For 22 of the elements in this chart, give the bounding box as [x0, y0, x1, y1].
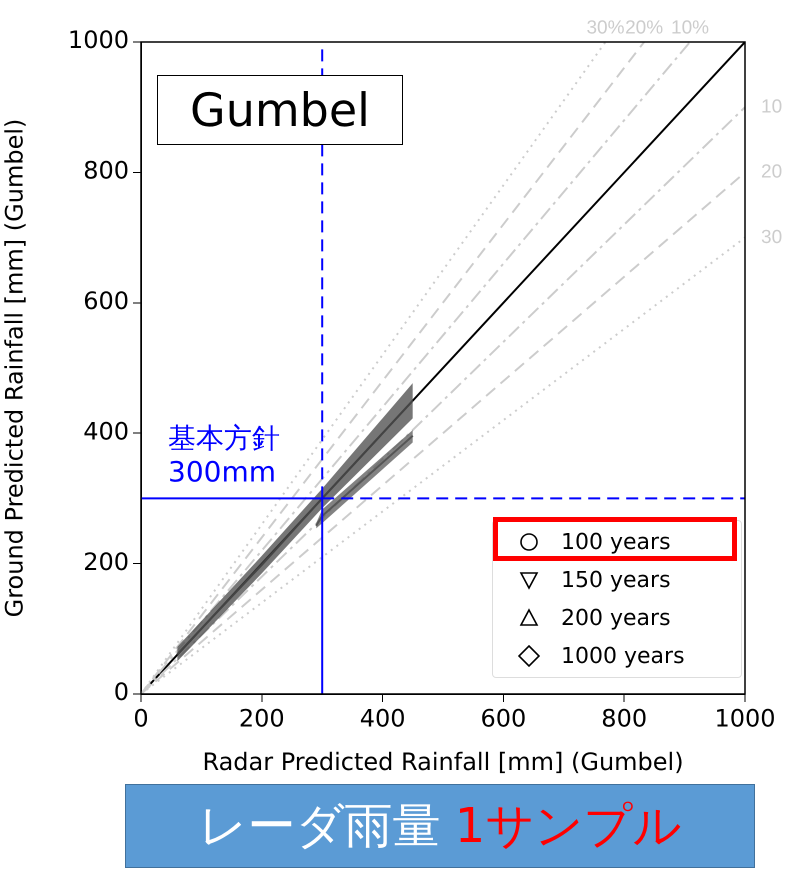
y-tick-label: 400	[83, 417, 129, 446]
y-axis-title: Ground Predicted Rainfall [mm] (Gumbel)	[0, 118, 29, 618]
x-tick-label: 400	[360, 704, 406, 733]
legend-label: 1000 years	[561, 644, 685, 668]
legend-label: 200 years	[561, 606, 671, 630]
y-tick-label: 1000	[68, 26, 129, 54]
legend-label: 150 years	[561, 568, 671, 592]
y-tick-label: 600	[83, 287, 129, 316]
x-tick-label: 1000	[714, 704, 776, 733]
annotation: 基本方針 300mm	[168, 422, 280, 489]
legend-label: 100 years	[561, 530, 671, 554]
y-tick-label: 800	[83, 156, 129, 185]
text: Gumbel	[157, 75, 403, 145]
x-tick-label: 200	[238, 704, 285, 733]
x-tick-label: 0	[133, 704, 149, 733]
text: 1サンプル	[454, 797, 682, 856]
text: レーダ雨量	[198, 797, 441, 856]
x-tick-label: 800	[601, 704, 648, 733]
y-tick-label: 200	[83, 548, 129, 576]
x-tick-label: 600	[480, 704, 526, 733]
y-tick-label: 0	[114, 678, 129, 706]
x-axis-title: Radar Predicted Rainfall [mm] (Gumbel)	[202, 748, 684, 776]
